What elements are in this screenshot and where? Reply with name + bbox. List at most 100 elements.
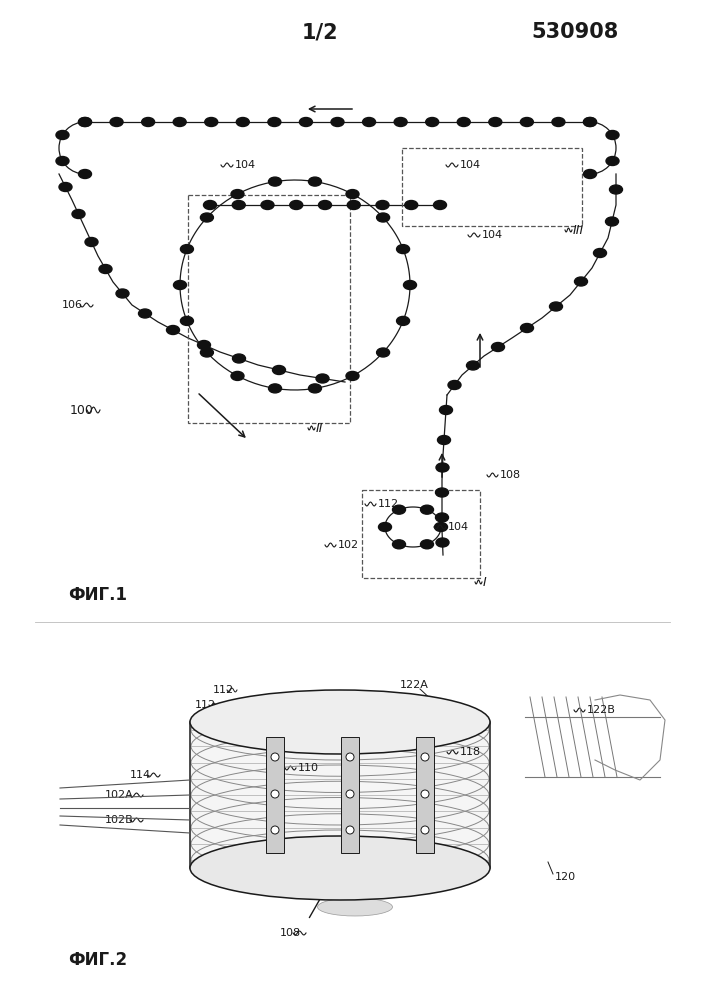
Ellipse shape (436, 538, 449, 547)
Text: 122A: 122A (400, 680, 429, 690)
Ellipse shape (233, 200, 245, 210)
Ellipse shape (377, 213, 390, 222)
Text: II: II (316, 422, 324, 434)
Bar (416, 737, 434, 853)
Ellipse shape (457, 117, 470, 126)
Ellipse shape (421, 790, 429, 798)
Ellipse shape (190, 690, 490, 754)
Ellipse shape (173, 117, 186, 126)
Ellipse shape (99, 264, 112, 273)
Ellipse shape (346, 190, 359, 199)
Ellipse shape (261, 200, 274, 210)
Ellipse shape (268, 117, 281, 126)
Ellipse shape (200, 213, 214, 222)
Ellipse shape (583, 169, 597, 178)
Ellipse shape (363, 117, 375, 126)
Ellipse shape (346, 753, 354, 761)
Ellipse shape (438, 436, 450, 444)
Text: 112: 112 (378, 499, 399, 509)
Text: 102B: 102B (105, 815, 134, 825)
Bar (402, 148, 582, 226)
Ellipse shape (378, 522, 392, 532)
Ellipse shape (440, 406, 452, 414)
Ellipse shape (141, 117, 155, 126)
Text: 112: 112 (213, 685, 234, 695)
Ellipse shape (433, 200, 447, 210)
Ellipse shape (397, 316, 409, 325)
Ellipse shape (72, 210, 85, 219)
Polygon shape (190, 722, 490, 868)
Ellipse shape (520, 117, 533, 126)
Ellipse shape (426, 117, 438, 126)
Ellipse shape (56, 130, 69, 139)
Ellipse shape (110, 117, 123, 126)
Text: 122B: 122B (587, 705, 616, 715)
Ellipse shape (549, 302, 563, 311)
Ellipse shape (404, 280, 416, 290)
Ellipse shape (606, 156, 619, 165)
Ellipse shape (116, 289, 129, 298)
Ellipse shape (436, 463, 449, 472)
Ellipse shape (593, 248, 607, 257)
Text: 118: 118 (460, 747, 481, 757)
Text: 112: 112 (195, 700, 216, 710)
Ellipse shape (204, 200, 216, 210)
Ellipse shape (197, 340, 211, 350)
Text: 120: 120 (555, 872, 576, 882)
Bar (341, 737, 359, 853)
Text: I: I (483, 576, 486, 588)
Text: 104: 104 (482, 230, 503, 240)
Text: 1/2: 1/2 (302, 22, 339, 42)
Ellipse shape (231, 190, 244, 199)
Ellipse shape (290, 200, 303, 210)
Text: 114: 114 (130, 770, 151, 780)
Ellipse shape (346, 790, 354, 798)
Ellipse shape (377, 348, 390, 357)
Text: 100: 100 (70, 403, 94, 416)
Ellipse shape (331, 117, 344, 126)
Text: 530908: 530908 (532, 22, 619, 42)
Ellipse shape (231, 371, 244, 380)
Ellipse shape (489, 117, 502, 126)
Ellipse shape (394, 117, 407, 126)
Ellipse shape (606, 130, 619, 139)
Ellipse shape (346, 826, 354, 834)
Ellipse shape (233, 354, 245, 363)
Ellipse shape (180, 245, 194, 254)
Ellipse shape (190, 836, 490, 900)
Ellipse shape (271, 826, 279, 834)
Ellipse shape (583, 117, 597, 126)
Ellipse shape (609, 185, 622, 194)
Text: 106: 106 (62, 300, 83, 310)
Text: 104: 104 (320, 728, 346, 742)
Ellipse shape (59, 182, 72, 192)
Ellipse shape (272, 365, 286, 374)
Ellipse shape (491, 342, 505, 352)
Text: III: III (573, 224, 584, 236)
Ellipse shape (205, 117, 218, 126)
Ellipse shape (552, 117, 565, 126)
Ellipse shape (308, 384, 322, 393)
Ellipse shape (404, 200, 418, 210)
Ellipse shape (200, 348, 214, 357)
Text: ФИГ.2: ФИГ.2 (68, 951, 127, 969)
Ellipse shape (605, 217, 619, 226)
Ellipse shape (421, 540, 433, 549)
Ellipse shape (269, 177, 281, 186)
Text: 102A: 102A (105, 790, 134, 800)
Ellipse shape (347, 200, 361, 210)
Ellipse shape (167, 326, 180, 334)
Ellipse shape (271, 753, 279, 761)
Ellipse shape (85, 237, 98, 246)
Ellipse shape (316, 374, 329, 383)
Ellipse shape (269, 384, 281, 393)
Ellipse shape (139, 309, 151, 318)
Text: 108: 108 (280, 928, 301, 938)
Ellipse shape (173, 280, 187, 290)
Ellipse shape (436, 488, 448, 497)
Text: 104: 104 (460, 160, 481, 170)
Ellipse shape (78, 169, 91, 178)
Ellipse shape (421, 753, 429, 761)
Text: 102: 102 (338, 540, 359, 550)
Ellipse shape (421, 826, 429, 834)
